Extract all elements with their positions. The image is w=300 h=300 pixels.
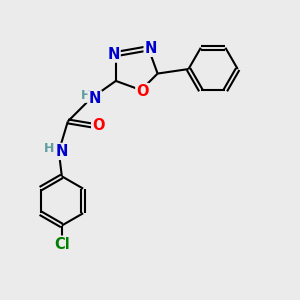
Text: N: N xyxy=(56,144,68,159)
Text: Cl: Cl xyxy=(54,237,70,252)
Text: H: H xyxy=(44,142,54,155)
Text: O: O xyxy=(136,84,149,99)
Text: N: N xyxy=(107,46,120,62)
Text: N: N xyxy=(88,92,101,106)
Text: H: H xyxy=(81,89,91,102)
Text: N: N xyxy=(145,41,157,56)
Text: O: O xyxy=(92,118,105,134)
